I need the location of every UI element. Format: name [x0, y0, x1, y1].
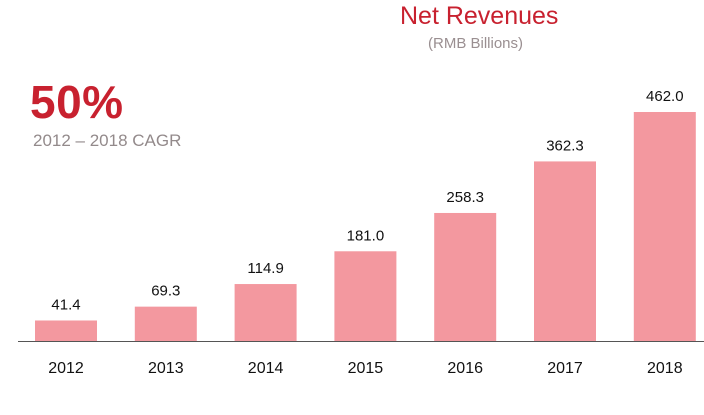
chart-subtitle: (RMB Billions)	[428, 35, 524, 52]
cagr-label: 2012 – 2018 CAGR	[33, 131, 182, 150]
x-tick-label-2012: 2012	[48, 360, 84, 377]
x-tick-label-2014: 2014	[248, 360, 284, 377]
bar-2016	[434, 212, 497, 341]
bar-2014	[234, 284, 297, 341]
x-tick-label-2018: 2018	[647, 360, 683, 377]
bar-2012	[35, 320, 97, 341]
bar-2017	[534, 161, 596, 341]
bar-2018	[633, 112, 696, 341]
value-label-2013: 69.3	[151, 283, 180, 300]
value-label-2012: 41.4	[51, 296, 80, 313]
value-label-2014: 114.9	[247, 260, 283, 277]
x-tick-label-2017: 2017	[547, 360, 583, 377]
bar-2013	[134, 306, 197, 341]
x-tick-label-2016: 2016	[447, 360, 483, 377]
bar-2015	[334, 251, 397, 341]
value-label-2016: 258.3	[446, 189, 484, 206]
value-label-2017: 362.3	[546, 137, 584, 154]
x-tick-label-2015: 2015	[348, 360, 384, 377]
chart-title: Net Revenues	[400, 2, 559, 30]
cagr-value: 50%	[30, 76, 124, 128]
x-tick-label-2013: 2013	[148, 360, 184, 377]
value-label-2015: 181.0	[347, 227, 385, 244]
value-label-2018: 462.0	[646, 88, 684, 105]
